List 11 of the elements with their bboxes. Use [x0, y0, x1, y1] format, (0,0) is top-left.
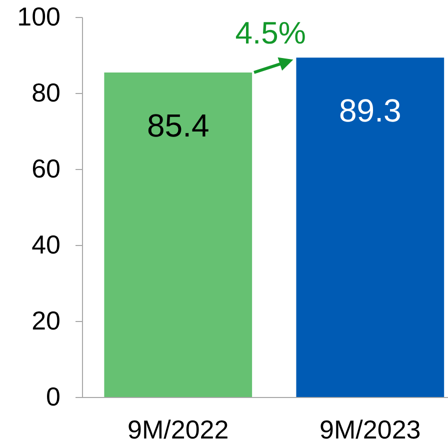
y-tick-label: 40: [32, 230, 60, 260]
data-label: 85.4: [146, 107, 210, 144]
y-tick-label: 80: [32, 78, 60, 108]
x-tick-label: 9M/2023: [320, 414, 421, 443]
y-tick-label: 0: [46, 382, 60, 412]
x-tick-label: 9M/2022: [128, 414, 229, 443]
y-tick-label: 60: [32, 154, 60, 184]
annotation: 4.5%: [235, 16, 306, 51]
y-tick-label: 100: [17, 2, 60, 32]
y-tick-label: 20: [32, 306, 60, 336]
data-label: 89.3: [339, 92, 402, 129]
